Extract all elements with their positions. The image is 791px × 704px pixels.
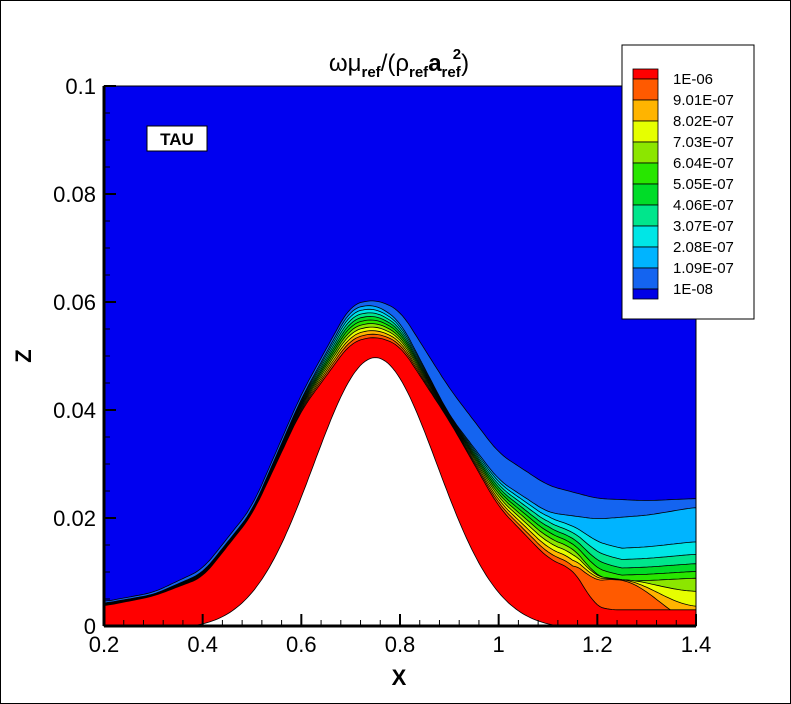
legend: 1E-06 9.01E-07 8.02E-07 7.03E-07 6.04E-07 5.0…	[621, 44, 755, 320]
legend-swatch	[632, 267, 659, 290]
legend-label: 4.06E-07	[673, 197, 734, 214]
y-tick-label: 0	[84, 614, 96, 639]
x-tick-label: 0.4	[187, 632, 218, 657]
legend-label: 8.02E-07	[673, 113, 734, 130]
y-tick-label: 0.06	[53, 290, 96, 315]
legend-swatch	[632, 288, 659, 300]
legend-label: 1.09E-07	[673, 260, 734, 277]
chart-title: ωμref/(ρrefaref2)	[329, 46, 469, 81]
y-tick-label: 0.08	[53, 182, 96, 207]
legend-label: 1E-08	[673, 281, 713, 298]
legend-label: 1E-06	[673, 71, 713, 88]
y-tick-label: 0.1	[65, 74, 96, 99]
legend-label: 6.04E-07	[673, 155, 734, 172]
x-tick-label: 1.4	[681, 632, 712, 657]
legend-label: 2.08E-07	[673, 239, 734, 256]
legend-swatch	[632, 99, 659, 122]
y-tick-label: 0.02	[53, 506, 96, 531]
legend-label: 7.03E-07	[673, 134, 734, 151]
legend-swatch	[632, 246, 659, 269]
x-tick-label: 1.2	[582, 632, 613, 657]
legend-label: 5.05E-07	[673, 176, 734, 193]
x-tick-label: 0.8	[385, 632, 416, 657]
legend-label: 9.01E-07	[673, 92, 734, 109]
legend-label: 3.07E-07	[673, 218, 734, 235]
x-tick-label: 0.6	[286, 632, 317, 657]
legend-swatch	[632, 78, 659, 101]
y-axis-label: Z	[11, 349, 36, 362]
annotation-box: TAU	[146, 125, 208, 152]
legend-swatch	[632, 183, 659, 206]
y-tick-label: 0.04	[53, 398, 96, 423]
contour-bands	[103, 86, 697, 627]
legend-swatch	[632, 68, 659, 80]
legend-swatch	[632, 141, 659, 164]
x-tick-label: 1	[493, 632, 505, 657]
legend-swatch	[632, 120, 659, 143]
legend-swatch	[632, 225, 659, 248]
axes: 0.2 0.4 0.6 0.8 1 1.2 1.4 0 0.02 0.04 0.06 0.08 0.1	[53, 74, 711, 657]
x-axis-label: X	[392, 665, 407, 690]
annotation-text: TAU	[160, 130, 194, 149]
legend-swatch	[632, 162, 659, 185]
legend-swatch	[632, 204, 659, 227]
x-tick-label: 0.2	[89, 632, 120, 657]
